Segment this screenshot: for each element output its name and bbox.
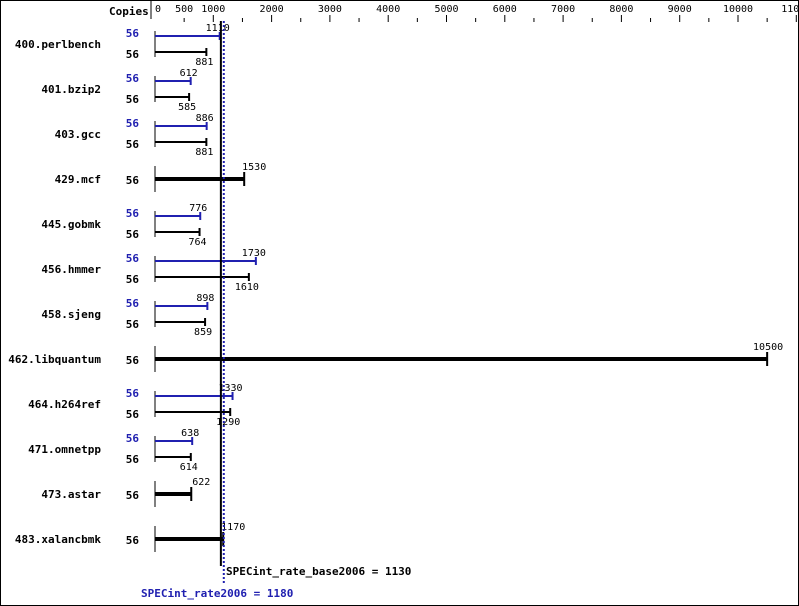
- x-tick-label: 3000: [318, 4, 342, 15]
- peak-value-label: 612: [180, 68, 198, 79]
- x-tick-label: 7000: [551, 4, 575, 15]
- base-value-label: 859: [194, 327, 212, 338]
- x-tick-label: 8000: [609, 4, 633, 15]
- base-copies: 56: [126, 273, 140, 286]
- base-copies: 56: [126, 318, 140, 331]
- base-copies: 56: [126, 534, 140, 547]
- x-tick-label: 2000: [260, 4, 284, 15]
- x-tick-label: 5000: [434, 4, 458, 15]
- peak-copies: 56: [126, 72, 140, 85]
- benchmark-label: 400.perlbench: [15, 38, 101, 51]
- peak-value-label: 1330: [218, 383, 242, 394]
- base-copies: 56: [126, 93, 140, 106]
- base-copies: 56: [126, 489, 140, 502]
- x-tick-label: 11000: [781, 4, 799, 15]
- benchmark-label: 458.sjeng: [41, 308, 101, 321]
- benchmark-label: 473.astar: [41, 488, 101, 501]
- peak-copies: 56: [126, 387, 140, 400]
- peak-metric-label: SPECint_rate2006 = 1180: [141, 587, 293, 600]
- peak-value-label: 898: [196, 293, 214, 304]
- base-value-label: 1610: [235, 282, 259, 293]
- peak-value-label: 1110: [206, 23, 230, 34]
- benchmark-label: 483.xalancbmk: [15, 533, 101, 546]
- base-metric-label: SPECint_rate_base2006 = 1130: [226, 565, 411, 578]
- benchmark-label: 471.omnetpp: [28, 443, 101, 456]
- peak-copies: 56: [126, 27, 140, 40]
- copies-header: Copies: [109, 5, 149, 18]
- base-copies: 56: [126, 453, 140, 466]
- peak-copies: 56: [126, 252, 140, 265]
- benchmark-label: 429.mcf: [55, 173, 101, 186]
- peak-copies: 56: [126, 432, 140, 445]
- base-value-label: 881: [195, 147, 213, 158]
- peak-copies: 56: [126, 207, 140, 220]
- base-value-label: 614: [180, 462, 198, 473]
- peak-value-label: 638: [181, 428, 199, 439]
- benchmark-label: 464.h264ref: [28, 398, 101, 411]
- peak-value-label: 1730: [242, 248, 266, 259]
- base-copies: 56: [126, 354, 140, 367]
- base-copies: 56: [126, 228, 140, 241]
- base-value-label: 585: [178, 102, 196, 113]
- base-value-label: 1530: [242, 162, 266, 173]
- peak-value-label: 886: [196, 113, 214, 124]
- peak-value-label: 776: [189, 203, 207, 214]
- x-tick-label: 4000: [376, 4, 400, 15]
- base-copies: 56: [126, 174, 140, 187]
- base-copies: 56: [126, 48, 140, 61]
- benchmark-label: 401.bzip2: [41, 83, 101, 96]
- base-copies: 56: [126, 408, 140, 421]
- benchmark-label: 456.hmmer: [41, 263, 101, 276]
- x-tick-label: 1000: [201, 4, 225, 15]
- base-copies: 56: [126, 138, 140, 151]
- benchmark-label: 462.libquantum: [8, 353, 101, 366]
- base-value-label: 1170: [221, 522, 245, 533]
- peak-copies: 56: [126, 117, 140, 130]
- base-value-label: 764: [189, 237, 207, 248]
- x-tick-label: 10000: [723, 4, 753, 15]
- x-tick-label: 500: [175, 4, 193, 15]
- base-value-label: 622: [192, 477, 210, 488]
- base-value-label: 881: [195, 57, 213, 68]
- x-tick-label: 0: [155, 4, 161, 15]
- x-tick-label: 9000: [668, 4, 692, 15]
- peak-copies: 56: [126, 297, 140, 310]
- benchmark-label: 403.gcc: [55, 128, 101, 141]
- base-value-label: 1290: [216, 417, 240, 428]
- benchmark-label: 445.gobmk: [41, 218, 101, 231]
- base-value-label: 10500: [753, 342, 783, 353]
- x-tick-label: 6000: [493, 4, 517, 15]
